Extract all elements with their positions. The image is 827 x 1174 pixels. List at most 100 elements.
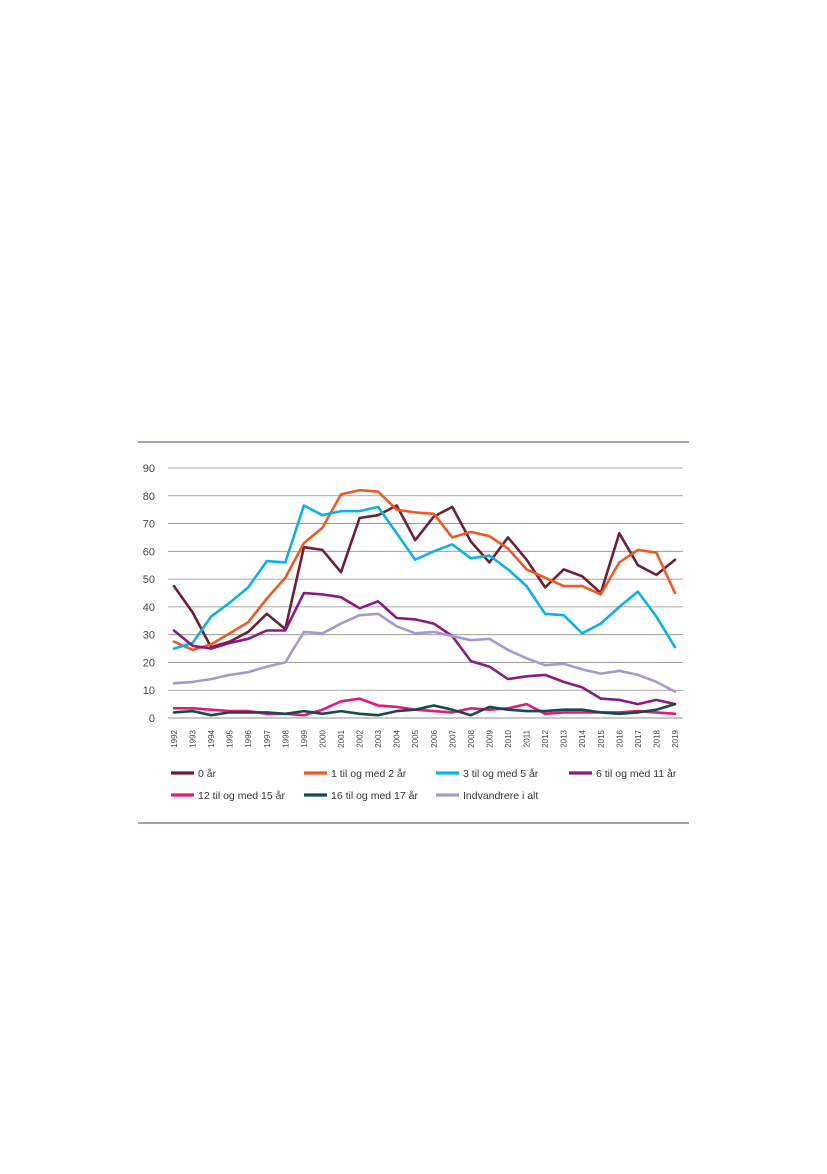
data-point: [377, 714, 379, 717]
data-point: [173, 647, 175, 650]
data-point: [581, 686, 584, 689]
x-tick-label: 2013: [560, 729, 569, 747]
series-group: [172, 488, 677, 652]
data-point: [303, 710, 305, 712]
data-point: [321, 514, 324, 517]
data-point: [470, 531, 472, 533]
data-point: [655, 708, 658, 711]
data-point: [191, 642, 194, 644]
data-point: [173, 629, 175, 632]
data-point: [618, 606, 621, 608]
legend-item: Indvandrere i alt: [436, 790, 538, 802]
data-point: [173, 585, 175, 587]
data-point: [191, 649, 194, 651]
data-point: [488, 706, 491, 708]
x-tick-label: 2015: [597, 729, 606, 747]
data-point: [451, 635, 454, 637]
data-point: [395, 508, 398, 511]
data-point: [581, 585, 584, 587]
data-point: [321, 549, 324, 551]
data-point: [618, 532, 621, 535]
data-point: [637, 549, 639, 551]
data-point: [581, 632, 584, 635]
data-point: [210, 647, 212, 650]
data-point: [451, 543, 454, 546]
data-point: [358, 697, 361, 700]
series-group: [172, 702, 677, 717]
x-tick-label: 2019: [671, 729, 680, 747]
data-point: [488, 554, 491, 557]
series-group: [172, 591, 677, 706]
data-point: [265, 665, 268, 668]
data-point: [581, 575, 584, 578]
data-point: [265, 597, 268, 600]
data-point: [507, 547, 509, 550]
data-point: [358, 517, 361, 519]
data-point: [191, 710, 194, 712]
data-point: [265, 560, 268, 562]
data-point: [637, 564, 639, 567]
data-point: [637, 590, 639, 593]
data-point: [284, 629, 287, 632]
x-tick-label: 1992: [170, 729, 179, 747]
series-group: [172, 612, 677, 693]
data-point: [358, 614, 361, 617]
data-point: [303, 631, 305, 633]
data-point: [525, 568, 528, 571]
data-point: [321, 713, 324, 715]
data-point: [562, 568, 565, 571]
series-line: [172, 702, 677, 717]
data-point: [470, 707, 472, 710]
data-point: [395, 532, 398, 535]
data-point: [470, 660, 472, 662]
legend-label: 1 til og med 2 år: [331, 768, 407, 780]
data-point: [655, 615, 658, 618]
data-point: [377, 506, 379, 508]
data-point: [599, 697, 602, 700]
series-line: [172, 504, 677, 650]
data-point: [432, 631, 435, 633]
data-point: [525, 703, 528, 705]
data-point: [414, 558, 417, 561]
data-point: [488, 665, 491, 668]
legend-item: 16 til og med 17 år: [304, 790, 418, 802]
data-point: [247, 621, 250, 623]
x-tick-label: 2000: [318, 729, 327, 747]
data-point: [414, 539, 417, 542]
data-point: [544, 674, 546, 676]
data-point: [525, 675, 528, 678]
data-point: [340, 510, 342, 512]
data-point: [562, 663, 565, 665]
data-point: [599, 622, 602, 625]
x-tick-label: 1995: [226, 729, 235, 747]
data-point: [210, 708, 212, 711]
data-point: [414, 708, 417, 711]
data-point: [618, 699, 621, 701]
x-tick-label: 1993: [189, 729, 198, 747]
data-point: [507, 649, 509, 651]
data-point: [544, 613, 546, 615]
data-point: [674, 646, 676, 648]
data-point: [488, 638, 491, 640]
data-point: [303, 592, 305, 594]
data-point: [265, 711, 268, 714]
legend-label: 12 til og med 15 år: [198, 790, 285, 802]
data-point: [377, 613, 379, 615]
y-tick-label: 30: [143, 630, 155, 642]
data-point: [655, 711, 658, 714]
data-point: [674, 558, 676, 561]
data-point: [599, 593, 602, 596]
x-tick-label: 1999: [300, 729, 309, 747]
data-point: [284, 576, 287, 579]
series-line: [172, 504, 677, 649]
data-point: [655, 681, 658, 683]
data-point: [303, 714, 305, 717]
data-point: [228, 674, 231, 676]
x-tick-label: 2014: [578, 729, 587, 747]
x-axis-ticks: 1992 1993 1994 1995 1996 1997 1998 1999 2000 2001…: [170, 729, 680, 747]
x-tick-label: 2010: [504, 729, 513, 747]
data-point: [210, 643, 212, 646]
x-tick-label: 2002: [356, 729, 365, 747]
legend-label: 6 til og med 11 år: [596, 768, 677, 780]
